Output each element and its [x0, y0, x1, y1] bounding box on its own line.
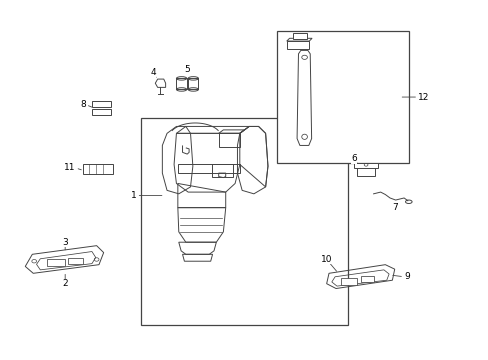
- Text: 6: 6: [350, 154, 356, 163]
- Text: 3: 3: [62, 238, 68, 247]
- Bar: [47, 259, 65, 266]
- Bar: [176, 78, 186, 89]
- Bar: [277, 31, 408, 163]
- Bar: [141, 118, 347, 325]
- Text: 9: 9: [403, 272, 409, 281]
- Text: 4: 4: [150, 68, 156, 77]
- Bar: [360, 276, 373, 282]
- Bar: [292, 33, 306, 39]
- Bar: [92, 109, 110, 115]
- Bar: [356, 166, 374, 176]
- Text: 10: 10: [320, 255, 332, 264]
- Text: 8: 8: [80, 100, 86, 109]
- Text: 7: 7: [391, 203, 397, 212]
- Text: 1: 1: [130, 191, 136, 200]
- Bar: [82, 164, 113, 174]
- Text: 5: 5: [184, 65, 190, 74]
- Bar: [92, 101, 110, 107]
- Bar: [354, 163, 377, 167]
- Bar: [188, 78, 198, 89]
- Text: 12: 12: [417, 93, 428, 102]
- Text: 11: 11: [64, 163, 75, 172]
- Bar: [286, 41, 308, 49]
- Bar: [340, 278, 356, 285]
- Text: 2: 2: [62, 279, 68, 288]
- Bar: [68, 258, 82, 264]
